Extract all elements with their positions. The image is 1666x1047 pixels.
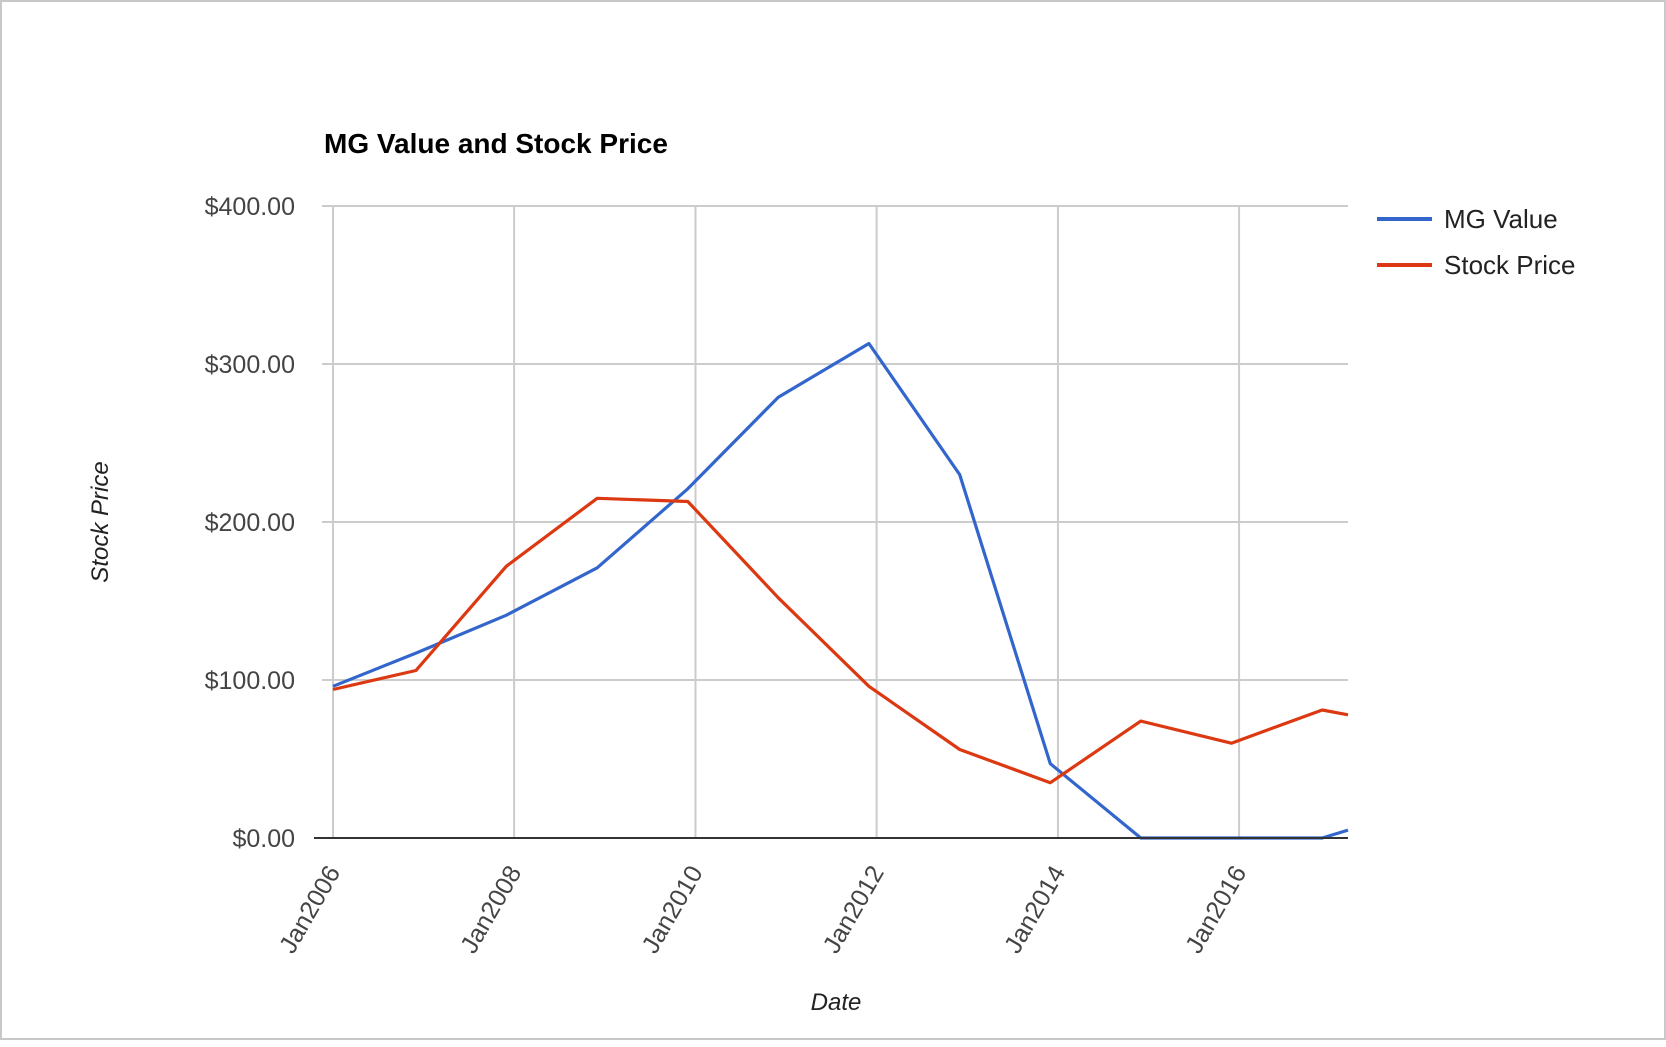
series-line-stock-price (332, 496, 1349, 785)
chart-title: MG Value and Stock Price (324, 128, 668, 159)
y-axis-title: Stock Price (87, 461, 114, 582)
x-tick-label: Jan2008 (455, 861, 527, 958)
gridlines (322, 205, 1348, 838)
y-tick-label: $400.00 (205, 193, 295, 221)
y-tick-label: $100.00 (205, 667, 295, 695)
y-tick-label: $200.00 (205, 509, 295, 537)
x-tick-label: Jan2010 (636, 861, 708, 958)
legend-label: Stock Price (1444, 250, 1576, 280)
x-tick-label: Jan2014 (999, 861, 1071, 958)
series-lines (332, 341, 1349, 840)
x-tick-label: Jan2012 (818, 861, 890, 958)
x-axis-title: Date (811, 989, 862, 1016)
legend-label: MG Value (1444, 204, 1558, 234)
y-axis-ticks: $0.00 $100.00 $200.00 $300.00 $400.00 (205, 193, 295, 853)
legend: MG Value Stock Price (1377, 204, 1576, 280)
x-axis-ticks: Jan2006 Jan2008 Jan2010 Jan2012 Jan2014 Jan20… (274, 861, 1252, 958)
y-tick-label: $0.00 (232, 825, 295, 853)
x-tick-label: Jan2016 (1180, 861, 1252, 958)
x-tick-label: Jan2006 (274, 861, 346, 958)
y-tick-label: $300.00 (205, 351, 295, 379)
